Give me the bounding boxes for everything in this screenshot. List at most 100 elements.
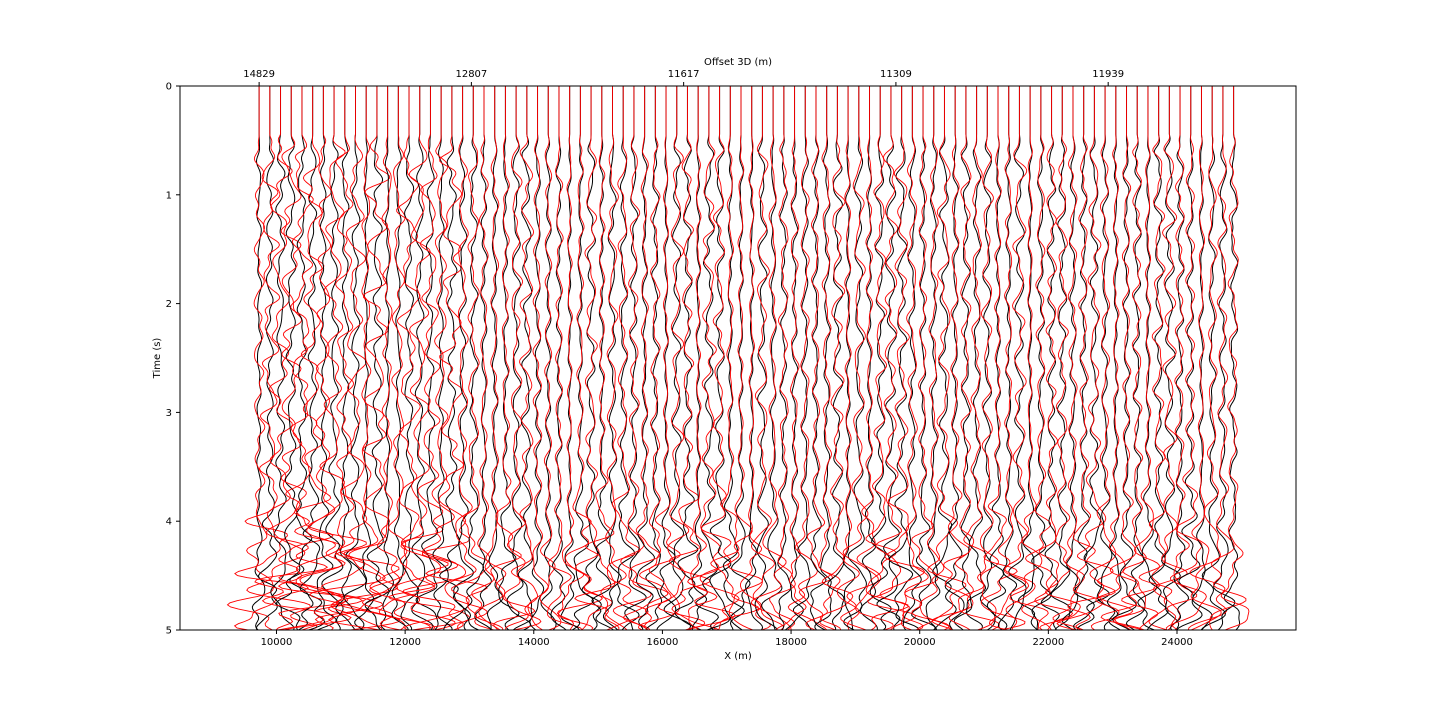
trace-observed (603, 86, 622, 631)
trace-modelled (505, 86, 539, 631)
trace-modelled (527, 86, 549, 631)
trace-modelled (361, 86, 401, 631)
trace-observed (275, 86, 305, 631)
trace-modelled (600, 86, 628, 631)
trace-observed (636, 86, 655, 631)
trace-observed (255, 86, 278, 631)
trace-modelled (1187, 86, 1228, 631)
trace-observed (487, 86, 504, 631)
x-tick-label: 18000 (775, 637, 807, 648)
trace-modelled (308, 86, 401, 631)
y-tick-label: 2 (166, 299, 172, 310)
trace-modelled (574, 86, 620, 631)
trace-modelled (916, 86, 967, 631)
trace-modelled (980, 86, 1026, 631)
trace-modelled (819, 86, 854, 631)
trace-modelled (684, 86, 740, 631)
trace-modelled (855, 86, 894, 631)
trace-modelled (539, 86, 562, 631)
trace-modelled (1153, 86, 1188, 631)
trace-observed (498, 86, 520, 631)
trace-modelled (750, 86, 792, 631)
trace-observed (270, 86, 295, 631)
trace-modelled (388, 86, 471, 631)
trace-modelled (798, 86, 836, 631)
trace-observed (902, 86, 922, 631)
trace-observed (645, 86, 663, 631)
trace-modelled (1220, 86, 1250, 631)
trace-observed (966, 86, 987, 631)
trace-modelled (977, 86, 999, 631)
x-tick-label: 10000 (261, 637, 293, 648)
trace-modelled (402, 86, 467, 631)
x-tick-label: 20000 (904, 637, 936, 648)
trace-observed (512, 86, 534, 631)
trace-observed (1137, 86, 1158, 631)
trace-modelled (1100, 86, 1145, 631)
trace-modelled (335, 86, 405, 631)
trace-observed (1200, 86, 1226, 631)
trace-modelled (805, 86, 841, 631)
trace-modelled (612, 86, 653, 631)
trace-observed (411, 86, 434, 631)
trace-modelled (321, 86, 382, 631)
top-axis: 14829 12807 11617 11309 11939 (243, 69, 1124, 86)
trace-modelled (504, 86, 542, 631)
trace-modelled (1112, 86, 1147, 631)
trace-modelled (687, 86, 736, 631)
trace-modelled (957, 86, 1000, 631)
trace-observed (1017, 86, 1038, 631)
top-axis-label: Offset 3D (m) (704, 57, 772, 68)
top-tick-label: 12807 (455, 69, 487, 80)
trace-modelled (638, 86, 672, 631)
trace-modelled (471, 86, 504, 631)
x-axis-label: X (m) (724, 651, 752, 662)
x-axis: 10000 12000 14000 16000 18000 20000 22000 24000 (261, 630, 1193, 648)
trace-modelled (787, 86, 828, 631)
trace-modelled (546, 86, 583, 631)
x-tick-label: 22000 (1032, 637, 1064, 648)
trace-observed (843, 86, 867, 631)
trace-modelled (904, 86, 950, 631)
trace-modelled (1052, 86, 1085, 631)
trace-observed (986, 86, 1008, 631)
trace-modelled (1165, 86, 1207, 631)
trace-observed (722, 86, 745, 631)
trace-group (226, 86, 1250, 631)
trace-modelled (900, 86, 929, 631)
trace-modelled (1089, 86, 1134, 631)
trace-observed (859, 86, 878, 631)
trace-modelled (638, 86, 681, 631)
trace-observed (1062, 86, 1079, 631)
trace-observed (814, 86, 832, 631)
top-tick-label: 11939 (1092, 69, 1124, 80)
trace-modelled (490, 86, 536, 631)
trace-observed (1040, 86, 1060, 631)
y-tick-label: 0 (166, 82, 172, 93)
trace-observed (1223, 86, 1241, 631)
trace-observed (730, 86, 751, 631)
trace-modelled (1067, 86, 1116, 631)
trace-modelled (1004, 86, 1036, 631)
trace-observed (1176, 86, 1203, 631)
x-tick-label: 12000 (389, 637, 421, 648)
trace-modelled (865, 86, 909, 631)
trace-observed (706, 86, 732, 631)
y-tick-label: 3 (166, 408, 172, 419)
trace-modelled (750, 86, 784, 631)
trace-modelled (1009, 86, 1049, 631)
trace-modelled (1166, 86, 1198, 631)
trace-modelled (867, 86, 916, 631)
trace-modelled (556, 86, 603, 631)
trace-modelled (948, 86, 975, 631)
trace-observed (953, 86, 973, 631)
trace-observed (251, 86, 266, 631)
y-tick-label: 5 (166, 626, 172, 637)
trace-observed (474, 86, 492, 631)
trace-observed (415, 86, 439, 631)
y-tick-label: 4 (166, 517, 172, 528)
top-tick-label: 11309 (880, 69, 912, 80)
trace-modelled (668, 86, 720, 631)
trace-modelled (687, 86, 718, 631)
